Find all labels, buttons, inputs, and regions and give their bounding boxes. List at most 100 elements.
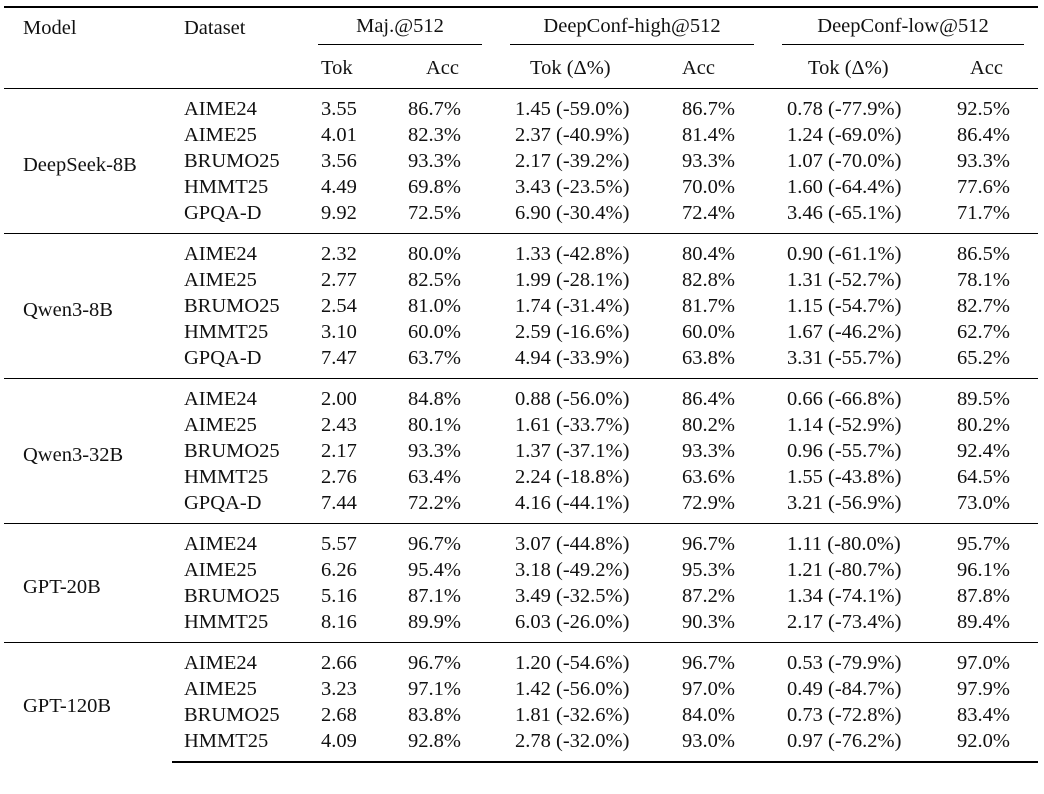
- cell-dataset: AIME25: [184, 678, 257, 700]
- cell-low-acc: 65.2%: [957, 347, 1010, 369]
- cell-maj-tok: 2.00: [318, 378, 398, 412]
- cell-high-tok: 3.43 (-23.5%): [515, 176, 630, 198]
- table-row: DeepSeek-8B AIME24 3.55 86.7% 1.45 (-59.0%) 8…: [4, 88, 1038, 234]
- cell-high-tok: 3.49 (-32.5%): [515, 585, 630, 607]
- cell-low-tok: 1.15 (-54.7%): [787, 295, 902, 317]
- col-header-dataset: Dataset: [172, 6, 318, 48]
- cell-high-acc: 93.0%: [664, 728, 768, 763]
- cell-maj-acc: 83.8%: [408, 704, 461, 726]
- cell-model: GPT-120B: [4, 642, 172, 762]
- cell-maj-acc: 87.1%: [408, 585, 461, 607]
- cell-maj-tok: 7.44: [321, 492, 357, 514]
- cell-dataset: AIME24: [172, 642, 318, 676]
- col-header-model: Model: [4, 6, 172, 48]
- cell-dataset: HMMT25: [172, 728, 318, 763]
- cell-dataset: AIME25: [184, 269, 257, 291]
- table-row: GPT-20B AIME24 5.57 96.7% 3.07 (-44.8%) 96.7%…: [4, 523, 1038, 643]
- cell-low-acc: 89.4%: [957, 611, 1010, 633]
- group-header-deepconf-low-label: DeepConf-low@512: [782, 11, 1024, 45]
- cell-high-tok: 1.33 (-42.8%): [496, 233, 664, 267]
- table-body: DeepSeek-8B AIME24 3.55 86.7% 1.45 (-59.0%) 8…: [4, 88, 1038, 763]
- cell-dataset: BRUMO25: [184, 704, 280, 726]
- cell-maj-acc: 92.8%: [398, 728, 496, 763]
- cell-low-tok: 0.90 (-61.1%): [768, 233, 938, 267]
- table-row: HMMT25 4.49 69.8% 3.43 (-23.5%) 70.0% 1.60 (-…: [4, 174, 1038, 200]
- cell-low-acc: 78.1%: [957, 269, 1010, 291]
- cell-low-tok: 1.34 (-74.1%): [787, 585, 902, 607]
- cell-low-tok: 1.14 (-52.9%): [787, 414, 902, 436]
- cell-low-acc: 92.0%: [938, 728, 1038, 763]
- cell-maj-acc: 93.3%: [408, 150, 461, 172]
- cell-high-acc: 60.0%: [682, 321, 735, 343]
- cell-high-acc: 86.4%: [664, 378, 768, 412]
- cell-maj-acc: 84.8%: [398, 378, 496, 412]
- cell-low-tok: 0.97 (-76.2%): [768, 728, 938, 763]
- cell-low-acc: 97.0%: [938, 642, 1038, 676]
- cell-low-acc: 96.1%: [957, 559, 1010, 581]
- cell-dataset: BRUMO25: [184, 150, 280, 172]
- cell-low-acc: 87.8%: [957, 585, 1010, 607]
- cell-low-tok: 3.46 (-65.1%): [787, 202, 902, 224]
- cell-low-acc: 89.5%: [938, 378, 1038, 412]
- cell-maj-tok: 4.49: [321, 176, 357, 198]
- cell-low-tok: 3.21 (-56.9%): [787, 492, 902, 514]
- cell-high-acc: 81.7%: [682, 295, 735, 317]
- cell-low-tok: 1.60 (-64.4%): [787, 176, 902, 198]
- cell-low-acc: 86.5%: [938, 233, 1038, 267]
- cell-maj-acc: 86.7%: [398, 88, 496, 122]
- cell-high-acc: 80.2%: [682, 414, 735, 436]
- cell-maj-acc: 63.7%: [408, 347, 461, 369]
- table-row: HMMT25 2.76 63.4% 2.24 (-18.8%) 63.6% 1.55 (-…: [4, 464, 1038, 490]
- cell-high-acc: 63.8%: [682, 347, 735, 369]
- table-row: Qwen3-32B AIME24 2.00 84.8% 0.88 (-56.0%) 86.…: [4, 378, 1038, 524]
- cell-high-tok: 3.18 (-49.2%): [515, 559, 630, 581]
- cell-model: Qwen3-32B: [4, 378, 172, 524]
- table-row: AIME25 2.43 80.1% 1.61 (-33.7%) 80.2% 1.14 (-…: [4, 412, 1038, 438]
- table-row: BRUMO25 3.56 93.3% 2.17 (-39.2%) 93.3% 1.07 (…: [4, 148, 1038, 174]
- cell-maj-acc: 96.7%: [398, 523, 496, 557]
- cell-high-tok: 1.45 (-59.0%): [496, 88, 664, 122]
- cell-maj-tok: 2.17: [321, 440, 357, 462]
- table-row: AIME25 6.26 95.4% 3.18 (-49.2%) 95.3% 1.21 (-…: [4, 557, 1038, 583]
- cell-maj-tok: 8.16: [321, 611, 357, 633]
- col-header-high-tok: Tok (Δ%): [530, 56, 611, 79]
- cell-dataset: BRUMO25: [184, 440, 280, 462]
- cell-low-tok: 1.21 (-80.7%): [787, 559, 902, 581]
- cell-dataset: GPQA-D: [184, 347, 262, 369]
- cell-high-acc: 90.3%: [682, 611, 735, 633]
- cell-maj-tok: 2.43: [321, 414, 357, 436]
- cell-model: GPT-20B: [4, 523, 172, 643]
- cell-low-acc: 83.4%: [957, 704, 1010, 726]
- cell-high-acc: 82.8%: [682, 269, 735, 291]
- cell-high-tok: 3.07 (-44.8%): [496, 523, 664, 557]
- cell-low-tok: 1.24 (-69.0%): [787, 124, 902, 146]
- cell-high-tok: 1.74 (-31.4%): [515, 295, 630, 317]
- cell-low-acc: 77.6%: [957, 176, 1010, 198]
- table-row: HMMT25 8.16 89.9% 6.03 (-26.0%) 90.3% 2.17 (-…: [4, 609, 1038, 643]
- cell-high-tok: 1.81 (-32.6%): [515, 704, 630, 726]
- cell-low-tok: 1.11 (-80.0%): [768, 523, 938, 557]
- cell-low-acc: 92.4%: [957, 440, 1010, 462]
- table-row: AIME25 4.01 82.3% 2.37 (-40.9%) 81.4% 1.24 (-…: [4, 122, 1038, 148]
- header-row-metrics: Tok Acc Tok (Δ%) Acc Tok (Δ%) Acc: [4, 48, 1038, 89]
- cell-high-tok: 1.61 (-33.7%): [515, 414, 630, 436]
- cell-dataset: GPQA-D: [184, 202, 262, 224]
- header-row-groups: Model Dataset Maj.@512 DeepConf-high@512…: [4, 6, 1038, 48]
- cell-low-acc: 62.7%: [957, 321, 1010, 343]
- cell-maj-tok: 3.55: [318, 88, 398, 122]
- cell-high-tok: 2.78 (-32.0%): [496, 728, 664, 763]
- table-row: AIME25 3.23 97.1% 1.42 (-56.0%) 97.0% 0.49 (-…: [4, 676, 1038, 702]
- cell-low-tok: 0.73 (-72.8%): [787, 704, 902, 726]
- cell-dataset: HMMT25: [184, 466, 269, 488]
- cell-high-acc: 93.3%: [682, 150, 735, 172]
- cell-dataset: HMMT25: [184, 611, 269, 633]
- cell-maj-tok: 2.66: [318, 642, 398, 676]
- cell-maj-tok: 2.76: [321, 466, 357, 488]
- cell-maj-acc: 81.0%: [408, 295, 461, 317]
- cell-maj-acc: 80.1%: [408, 414, 461, 436]
- table-row: GPQA-D 7.47 63.7% 4.94 (-33.9%) 63.8% 3.31 (-…: [4, 345, 1038, 379]
- cell-high-tok: 4.16 (-44.1%): [515, 492, 630, 514]
- cell-high-acc: 96.7%: [664, 642, 768, 676]
- cell-maj-acc: 97.1%: [408, 678, 461, 700]
- cell-low-tok: 1.55 (-43.8%): [787, 466, 902, 488]
